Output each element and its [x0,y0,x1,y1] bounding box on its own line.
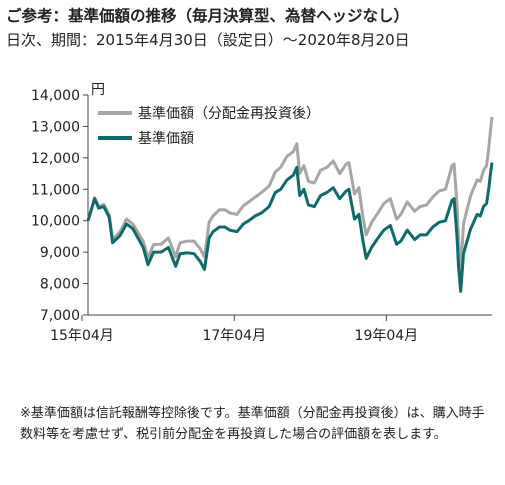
x-tick-label: 15年04月 [50,328,114,344]
series-line-nav [86,162,494,293]
y-axis-unit-label: 円 [91,82,105,98]
legend-label-nav: 基準価額 [138,130,194,147]
y-tick-label: 9,000 [40,245,80,261]
series-line-reinvested [86,116,494,275]
nav-line-chart: 7,000 8,000 9,000 10,000 11,000 12,000 13,000 1… [31,82,494,344]
x-tick-label: 17年04月 [202,328,266,344]
y-tick-label: 14,000 [31,88,80,104]
y-tick-label: 7,000 [40,308,80,324]
legend: 基準価額（分配金再投資後） 基準価額 [98,105,320,147]
y-tick-label: 13,000 [31,119,80,135]
x-tick-label: 19年04月 [355,328,419,344]
chart-title: ご参考：基準価額の推移（毎月決算型、為替ヘッジなし） [6,7,410,25]
y-tick-label: 11,000 [31,182,80,198]
axes-group [87,95,492,316]
series-group [86,116,494,293]
legend-label-reinvested: 基準価額（分配金再投資後） [138,105,320,122]
period-subtitle: 日次、期間：2015年4月30日（設定日）～2020年8月20日 [6,31,410,49]
y-tick-label: 10,000 [31,214,80,230]
ticks-group: 7,000 8,000 9,000 10,000 11,000 12,000 13,000 1… [31,88,418,344]
y-tick-label: 12,000 [31,151,80,167]
footnote: ※基準価額は信託報酬等控除後です。基準価額（分配金再投資後）は、購入時手数料等を… [20,406,485,442]
y-tick-label: 8,000 [40,277,80,293]
